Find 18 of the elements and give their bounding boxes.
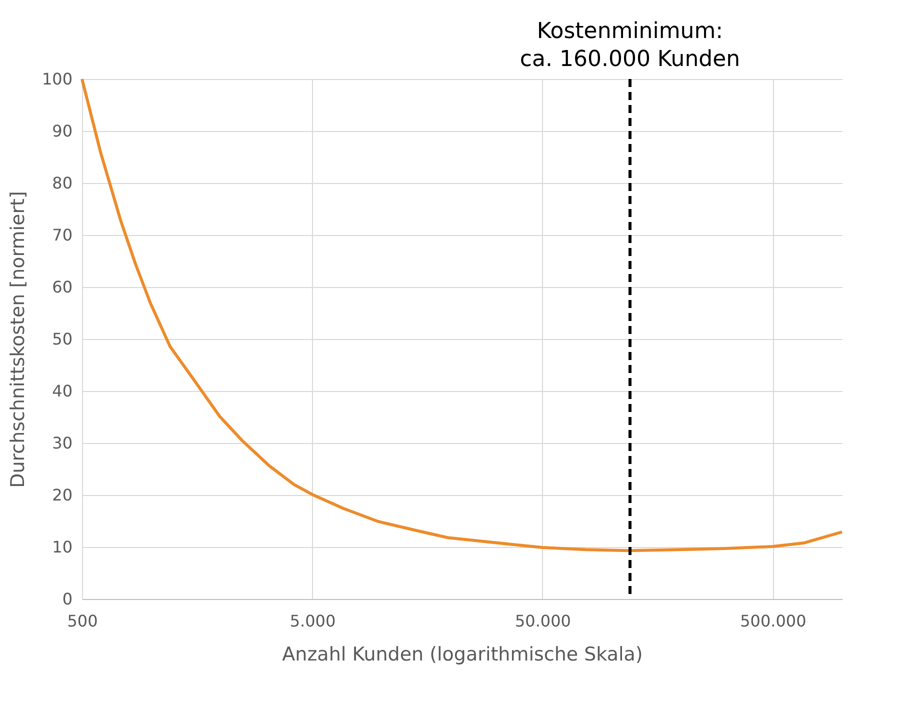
x-axis-title: Anzahl Kunden (logarithmische Skala) [282, 644, 643, 666]
x-tick-label: 500 [67, 612, 98, 630]
y-tick-label: 0 [62, 590, 72, 608]
y-tick-label: 90 [52, 122, 72, 140]
y-tick-label: 30 [52, 434, 72, 452]
x-tick-label: 5.000 [290, 612, 336, 630]
y-tick-label: 50 [52, 330, 72, 348]
x-tick-label: 500.000 [740, 612, 806, 630]
y-tick-label: 40 [52, 382, 72, 400]
y-tick-label: 20 [52, 486, 72, 504]
x-tick-label: 50.000 [514, 612, 571, 630]
y-axis-title: Durchschnittskosten [normiert] [6, 191, 29, 488]
y-tick-label: 10 [52, 538, 72, 556]
y-tick-label: 100 [42, 70, 72, 88]
y-tick-label: 80 [52, 174, 72, 192]
y-tick-label: 60 [52, 278, 72, 296]
y-tick-label: 70 [52, 226, 72, 244]
ref-line-label: Kostenminimum: ca. 160.000 Kunden [520, 19, 740, 72]
